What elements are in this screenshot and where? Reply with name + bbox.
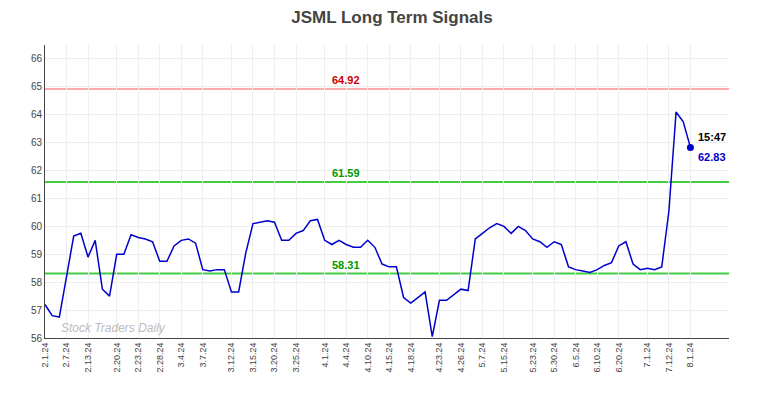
svg-text:3.12.24: 3.12.24 (226, 343, 236, 373)
svg-text:JSML Long Term Signals: JSML Long Term Signals (291, 8, 493, 27)
svg-text:7.1.24: 7.1.24 (642, 343, 652, 368)
svg-text:64.92: 64.92 (332, 74, 360, 86)
svg-text:3.7.24: 3.7.24 (198, 343, 208, 368)
svg-text:4.18.24: 4.18.24 (406, 343, 416, 373)
svg-text:56: 56 (31, 333, 43, 344)
svg-text:62: 62 (31, 165, 43, 176)
svg-text:7.12.24: 7.12.24 (664, 343, 674, 373)
svg-text:4.10.24: 4.10.24 (363, 343, 373, 373)
svg-text:2.13.24: 2.13.24 (83, 343, 93, 373)
svg-text:4.1.24: 4.1.24 (320, 343, 330, 368)
svg-text:3.15.24: 3.15.24 (248, 343, 258, 373)
svg-text:2.20.24: 2.20.24 (112, 343, 122, 373)
svg-text:61: 61 (31, 193, 43, 204)
svg-text:5.7.24: 5.7.24 (477, 343, 487, 368)
svg-text:63: 63 (31, 137, 43, 148)
svg-text:2.23.24: 2.23.24 (133, 343, 143, 373)
svg-text:5.15.24: 5.15.24 (499, 343, 509, 373)
svg-text:8.1.24: 8.1.24 (685, 343, 695, 368)
svg-text:59: 59 (31, 249, 43, 260)
svg-text:2.28.24: 2.28.24 (155, 343, 165, 373)
svg-text:2.7.24: 2.7.24 (61, 343, 71, 368)
svg-text:62.83: 62.83 (698, 151, 726, 163)
svg-text:3.20.24: 3.20.24 (269, 343, 279, 373)
svg-text:6.20.24: 6.20.24 (614, 343, 624, 373)
svg-text:64: 64 (31, 109, 43, 120)
svg-text:Stock Traders Daily: Stock Traders Daily (61, 321, 166, 335)
svg-text:58.31: 58.31 (332, 259, 360, 271)
svg-text:5.30.24: 5.30.24 (549, 343, 559, 373)
svg-text:60: 60 (31, 221, 43, 232)
svg-text:6.5.24: 6.5.24 (571, 343, 581, 368)
svg-text:15:47: 15:47 (698, 131, 726, 143)
svg-text:4.26.24: 4.26.24 (456, 343, 466, 373)
svg-text:66: 66 (31, 53, 43, 64)
svg-text:65: 65 (31, 81, 43, 92)
svg-text:4.15.24: 4.15.24 (384, 343, 394, 373)
svg-text:4.4.24: 4.4.24 (341, 343, 351, 368)
svg-text:3.4.24: 3.4.24 (176, 343, 186, 368)
svg-text:2.1.24: 2.1.24 (40, 343, 50, 368)
svg-text:61.59: 61.59 (332, 167, 360, 179)
svg-text:58: 58 (31, 277, 43, 288)
svg-text:57: 57 (31, 305, 43, 316)
svg-text:3.25.24: 3.25.24 (291, 343, 301, 373)
svg-text:4.23.24: 4.23.24 (434, 343, 444, 373)
svg-text:6.10.24: 6.10.24 (592, 343, 602, 373)
svg-text:5.23.24: 5.23.24 (528, 343, 538, 373)
